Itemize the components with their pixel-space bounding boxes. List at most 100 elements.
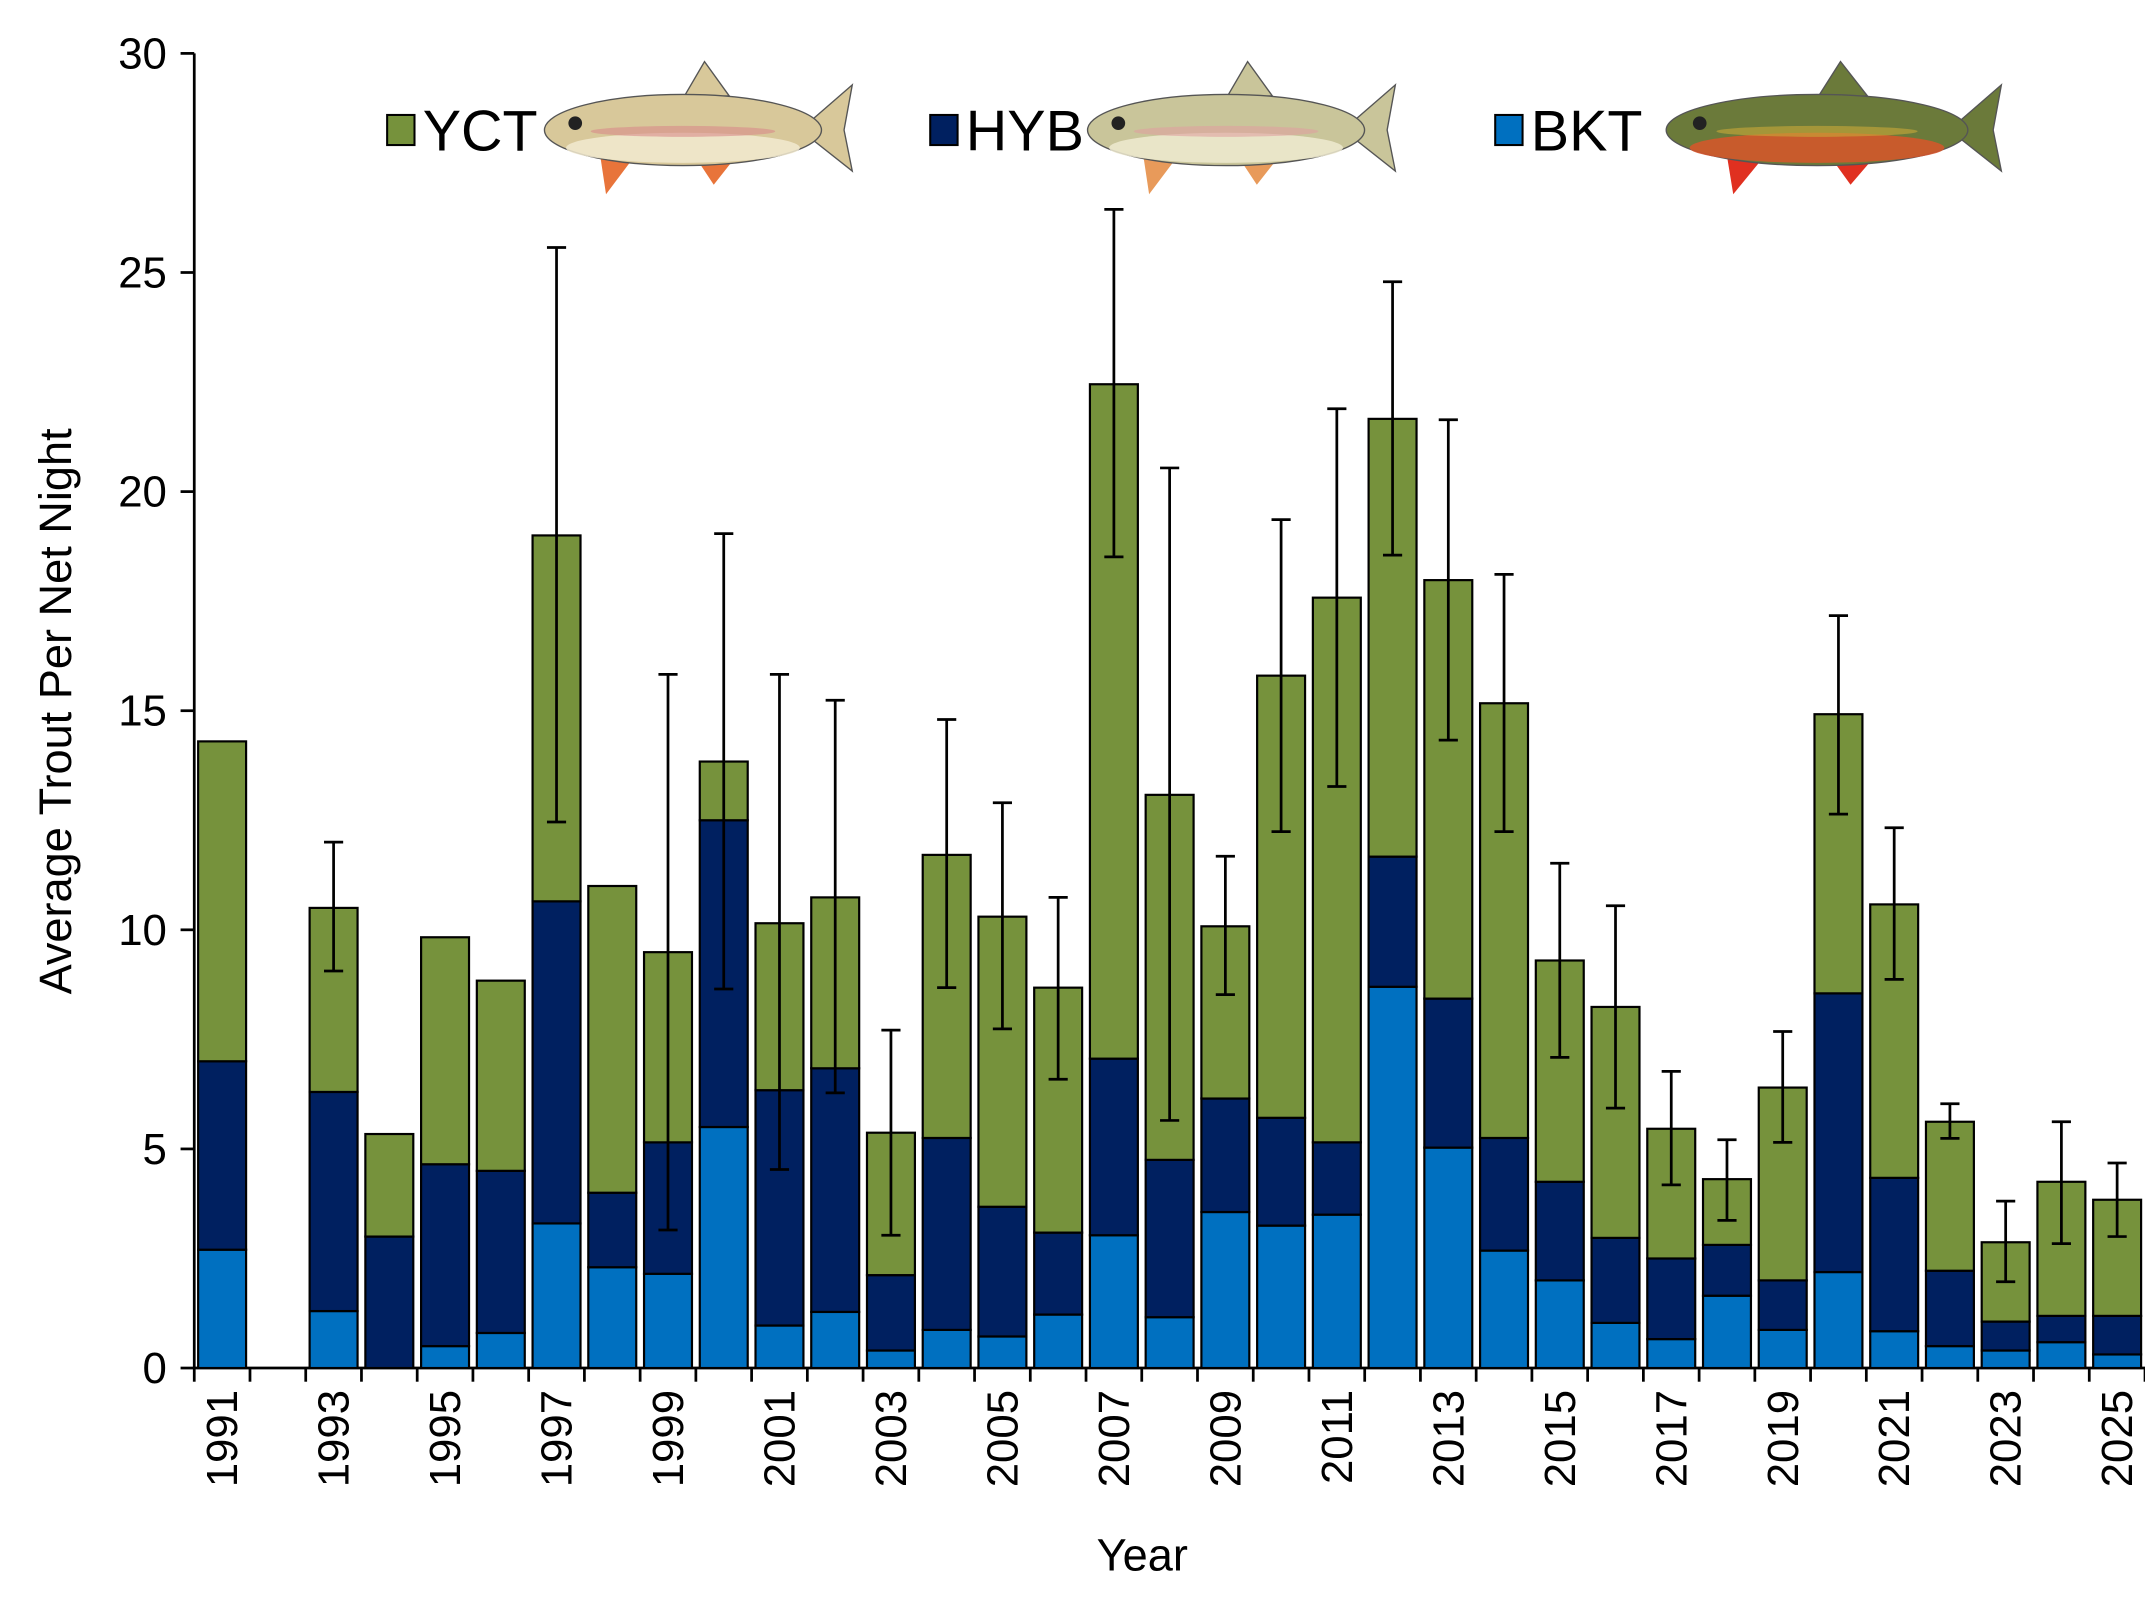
- bar-hyb-2021: [1869, 1176, 1920, 1333]
- fish-tail: [1948, 83, 2003, 173]
- bar-hyb-2025: [2092, 1314, 2143, 1356]
- x-tick-label: 1991: [198, 1390, 247, 1487]
- y-axis-title: Average Trout Per Net Night: [30, 428, 81, 994]
- bar-bkt-2008: [1144, 1316, 1195, 1370]
- bar-bkt-1997: [531, 1222, 582, 1370]
- fish-pectoral-fin: [1726, 153, 1767, 195]
- bar-hyb-2006: [1033, 1231, 1084, 1316]
- bar-yct-2022: [1924, 1120, 1975, 1272]
- bar-hyb-1993: [308, 1090, 359, 1313]
- fish-belly: [1689, 132, 1945, 163]
- legend-label-bkt: BKT: [1531, 100, 1643, 164]
- x-tick-label: 2019: [1759, 1390, 1808, 1487]
- x-tick-label: 2003: [867, 1390, 916, 1487]
- legend-swatch-hyb: [929, 113, 959, 147]
- legend: YCT HYB BKT: [386, 60, 2003, 195]
- fish-eye: [1692, 116, 1707, 131]
- hybrid-trout-illustration: [1086, 60, 1397, 195]
- brook-trout-illustration: [1665, 60, 2003, 195]
- y-tick-label: 0: [143, 1344, 167, 1393]
- bar-hyb-1998: [587, 1191, 638, 1269]
- x-axis-title: Year: [1097, 1529, 1188, 1580]
- bar-bkt-2005: [977, 1335, 1028, 1370]
- x-tick-label: 2011: [1313, 1390, 1362, 1484]
- fish-pectoral-fin: [599, 153, 637, 195]
- y-tick-label: 20: [118, 468, 167, 517]
- x-tick-label: 2001: [756, 1390, 805, 1487]
- bar-bkt-2009: [1200, 1210, 1251, 1370]
- y-tick-label: 5: [143, 1125, 167, 1174]
- bar-hyb-2022: [1924, 1269, 1975, 1348]
- legend-label-hyb: HYB: [966, 100, 1084, 164]
- bar-bkt-2019: [1757, 1328, 1808, 1370]
- bar-yct-1998: [587, 884, 638, 1194]
- legend-swatch-yct: [386, 113, 416, 147]
- fish-lateral-stripe: [590, 125, 776, 137]
- x-tick-label: 2025: [2093, 1390, 2142, 1487]
- y-tick-label: 25: [118, 249, 167, 298]
- bar-hyb-2010: [1256, 1116, 1307, 1227]
- bar-bkt-2015: [1534, 1279, 1585, 1370]
- bar-hyb-2017: [1646, 1257, 1697, 1341]
- legend-swatch-bkt: [1494, 113, 1524, 147]
- bar-hyb-1997: [531, 900, 582, 1225]
- bar-hyb-1994: [364, 1235, 415, 1370]
- bar-hyb-2009: [1200, 1097, 1251, 1214]
- bar-bkt-2004: [921, 1328, 972, 1370]
- bar-yct-1991: [197, 740, 248, 1063]
- fish-dorsal-fin: [681, 60, 731, 100]
- bar-hyb-2014: [1478, 1136, 1530, 1252]
- x-tick-label: 2015: [1536, 1390, 1585, 1487]
- fish-eye: [568, 116, 583, 131]
- y-tick-label: 30: [118, 29, 167, 78]
- bar-bkt-2013: [1423, 1146, 1474, 1370]
- x-axis: 1991 1993 1995 1997 1999 2001 2003 2005 2007 2009…: [192, 1366, 2145, 1487]
- bar-bkt-2020: [1813, 1270, 1864, 1370]
- x-tick-label: 1995: [421, 1390, 470, 1487]
- bar-hyb-2018: [1701, 1243, 1753, 1297]
- bar-bkt-2000: [698, 1125, 749, 1370]
- bar-hyb-2020: [1813, 992, 1864, 1274]
- bar-bkt-2018: [1701, 1294, 1753, 1370]
- bar-bkt-2021: [1869, 1330, 1920, 1370]
- bar-bkt-1998: [587, 1266, 638, 1370]
- bar-hyb-2015: [1534, 1180, 1585, 1282]
- x-tick-label: 2007: [1090, 1390, 1139, 1487]
- bar-hyb-1991: [197, 1060, 248, 1251]
- fish-tail: [799, 83, 854, 173]
- x-tick-label: 1999: [644, 1390, 693, 1487]
- bar-hyb-2007: [1088, 1057, 1139, 1237]
- bar-yct-1996: [475, 979, 526, 1172]
- bar-hyb-2008: [1144, 1158, 1195, 1319]
- bar-hyb-2024: [2036, 1314, 2087, 1344]
- x-tick-label: 1997: [533, 1390, 582, 1487]
- fish-dorsal-fin: [1815, 60, 1869, 100]
- x-tick-label: 2023: [1982, 1390, 2031, 1487]
- bar-bkt-2024: [2036, 1341, 2087, 1370]
- bar-yct-1995: [420, 936, 471, 1166]
- error-bars: [324, 208, 2127, 1284]
- fish-pectoral-fin: [1142, 153, 1180, 195]
- bar-bkt-2011: [1311, 1213, 1362, 1370]
- bar-hyb-2004: [921, 1136, 972, 1331]
- y-tick-label: 10: [118, 906, 167, 955]
- bar-hyb-2023: [1980, 1320, 2031, 1352]
- bar-bkt-2001: [754, 1324, 805, 1370]
- fish-lateral-stripe: [1133, 125, 1319, 137]
- bar-bkt-1996: [475, 1331, 526, 1370]
- x-tick-label: 2009: [1201, 1390, 1250, 1487]
- bar-hyb-2012: [1367, 855, 1418, 988]
- bar-bkt-2023: [1980, 1349, 2031, 1370]
- bar-hyb-1995: [420, 1163, 471, 1348]
- x-tick-label: 2013: [1424, 1390, 1473, 1487]
- bar-bkt-2006: [1033, 1313, 1084, 1370]
- y-axis: 0 5 10 15 20 25 30: [118, 29, 196, 1393]
- fish-eye: [1111, 116, 1126, 131]
- bar-hyb-2002: [810, 1067, 861, 1314]
- bar-hyb-1996: [475, 1169, 526, 1335]
- bar-hyb-2016: [1590, 1236, 1641, 1324]
- bar-bkt-2017: [1646, 1338, 1697, 1370]
- bar-yct-1994: [364, 1132, 415, 1238]
- bar-bkt-2025: [2092, 1353, 2143, 1370]
